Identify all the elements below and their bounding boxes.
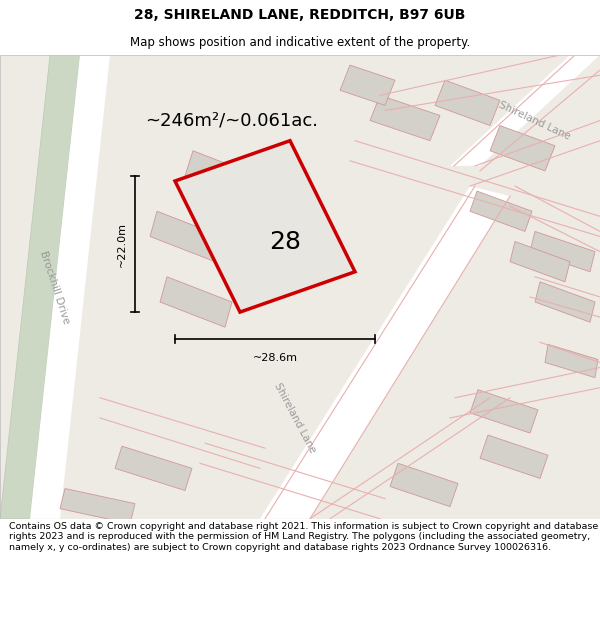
Polygon shape <box>450 55 600 166</box>
Polygon shape <box>175 141 355 312</box>
Text: ~28.6m: ~28.6m <box>253 353 298 363</box>
Text: Shireland Lane: Shireland Lane <box>497 99 572 141</box>
Polygon shape <box>480 435 548 478</box>
Polygon shape <box>115 446 192 491</box>
Text: ~246m²/~0.061ac.: ~246m²/~0.061ac. <box>145 111 318 129</box>
Polygon shape <box>340 65 395 106</box>
Polygon shape <box>0 55 80 519</box>
Text: Map shows position and indicative extent of the property.: Map shows position and indicative extent… <box>130 36 470 49</box>
Text: Brockhill Drive: Brockhill Drive <box>38 249 71 324</box>
Polygon shape <box>470 390 538 433</box>
Text: Contains OS data © Crown copyright and database right 2021. This information is : Contains OS data © Crown copyright and d… <box>9 522 598 552</box>
Polygon shape <box>185 151 258 201</box>
Text: ~22.0m: ~22.0m <box>117 221 127 266</box>
Polygon shape <box>545 344 598 377</box>
Polygon shape <box>160 277 232 328</box>
Polygon shape <box>510 241 570 282</box>
Polygon shape <box>490 126 555 171</box>
Polygon shape <box>390 463 458 507</box>
Text: Shireland Lane: Shireland Lane <box>272 381 317 454</box>
Polygon shape <box>435 80 500 126</box>
Polygon shape <box>370 96 440 141</box>
Polygon shape <box>530 231 595 272</box>
Polygon shape <box>260 186 510 519</box>
Text: 28: 28 <box>269 229 301 254</box>
Polygon shape <box>150 211 222 262</box>
Polygon shape <box>60 489 135 524</box>
Text: 28, SHIRELAND LANE, REDDITCH, B97 6UB: 28, SHIRELAND LANE, REDDITCH, B97 6UB <box>134 8 466 22</box>
Polygon shape <box>535 282 595 322</box>
Polygon shape <box>470 191 532 231</box>
Polygon shape <box>30 55 110 519</box>
